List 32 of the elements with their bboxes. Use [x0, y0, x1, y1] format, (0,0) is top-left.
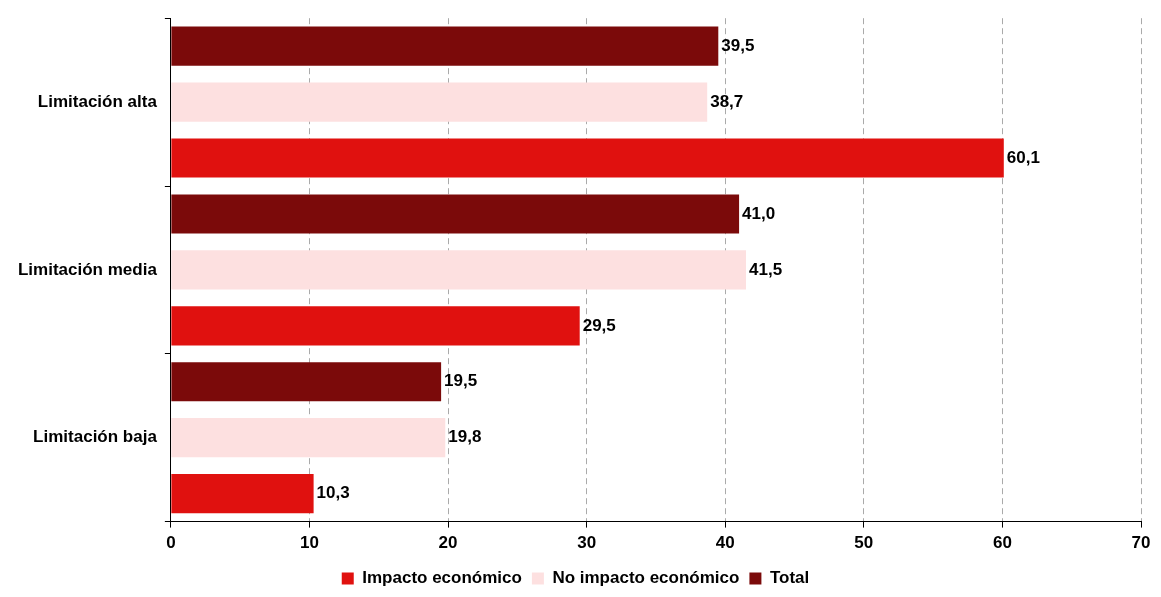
y-tick-label: Limitación alta	[37, 91, 158, 111]
x-tick-label: 30	[577, 533, 597, 553]
bar	[171, 82, 708, 122]
x-tick-label: 60	[992, 533, 1012, 553]
data-label: 41,5	[749, 259, 783, 279]
bar	[171, 474, 314, 514]
legend-label: No impacto económico	[552, 568, 740, 588]
x-tick-label: 10	[299, 533, 319, 553]
data-label: 19,5	[444, 371, 478, 391]
bar	[171, 306, 580, 346]
x-tick-label: 70	[1131, 533, 1151, 553]
data-label: 10,3	[316, 483, 350, 503]
x-tick-label: 40	[715, 533, 735, 553]
y-tick-label: Limitación baja	[33, 427, 158, 447]
x-tick-label: 20	[438, 533, 458, 553]
x-tick-label: 0	[166, 533, 176, 553]
data-label: 19,8	[448, 427, 482, 447]
data-label: 41,0	[742, 203, 776, 223]
legend-label: Total	[769, 568, 810, 588]
bar	[171, 194, 740, 234]
legend-label: Impacto económico	[362, 568, 522, 588]
bar	[171, 250, 747, 290]
data-label: 38,7	[710, 91, 744, 111]
data-label: 29,5	[582, 315, 616, 335]
data-label: 60,1	[1006, 147, 1040, 167]
y-tick-label: Limitación media	[17, 259, 158, 279]
bar	[171, 26, 719, 66]
bar	[171, 418, 446, 458]
bar	[171, 362, 442, 402]
x-tick-label: 50	[854, 533, 874, 553]
data-label: 39,5	[721, 35, 755, 55]
bar	[171, 138, 1004, 178]
